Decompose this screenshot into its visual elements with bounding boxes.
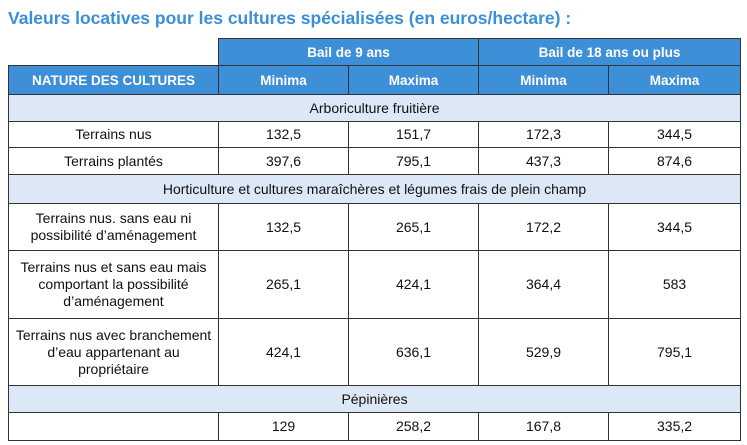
- first-column-header: NATURE DES CULTURES: [8, 65, 219, 95]
- section-name: Horticulture et cultures maraîchères et …: [7, 174, 742, 204]
- value-cell: 265,1: [347, 203, 480, 251]
- subcolumn-header: Minima: [478, 65, 610, 95]
- data-row: 129 258,2 167,8 335,2: [8, 412, 742, 441]
- value-cell: 344,5: [608, 203, 742, 251]
- value-cell: 636,1: [347, 318, 480, 386]
- value-cell: 437,3: [478, 147, 610, 175]
- group-header: Bail de 18 ans ou plus: [478, 38, 742, 66]
- value-cell: 795,1: [347, 147, 480, 175]
- value-cell: 172,2: [478, 203, 610, 251]
- value-cell: 874,6: [608, 147, 742, 175]
- value-cell: 335,2: [608, 412, 742, 441]
- row-label: Terrains nus. sans eau ni possibilité d’…: [8, 203, 219, 251]
- data-row: Terrains nus avec branchement d’eau appa…: [8, 318, 742, 386]
- value-cell: 151,7: [347, 121, 480, 148]
- section-row: Pépinières: [7, 385, 742, 413]
- value-cell: 258,2: [347, 412, 480, 441]
- data-row: Terrains nus. sans eau ni possibilité d’…: [8, 203, 742, 251]
- value-cell: 397,6: [218, 147, 349, 175]
- header-row: NATURE DES CULTURES Minima Maxima Minima Max…: [8, 65, 742, 95]
- section-row: Horticulture et cultures maraîchères et …: [7, 174, 742, 204]
- value-cell: 364,4: [478, 250, 610, 319]
- row-label: Terrains nus et sans eau mais comportant…: [8, 250, 219, 319]
- value-cell: 129: [218, 412, 349, 441]
- value-cell: 167,8: [478, 412, 610, 441]
- value-cell: 132,5: [218, 121, 349, 148]
- rent-table: Bail de 9 ans Bail de 18 ans ou plus NATUR…: [7, 38, 742, 441]
- data-row: Terrains nus 132,5 151,7 172,3 344,5: [8, 121, 742, 148]
- value-cell: 583: [608, 250, 742, 319]
- value-cell: 529,9: [478, 318, 610, 386]
- value-cell: 265,1: [218, 250, 349, 319]
- value-cell: 424,1: [218, 318, 349, 386]
- value-cell: 795,1: [608, 318, 742, 386]
- section-name: Arboriculture fruitière: [7, 94, 742, 122]
- header-row: Bail de 9 ans Bail de 18 ans ou plus: [8, 38, 742, 66]
- row-label: [8, 412, 219, 441]
- subcolumn-header: Minima: [218, 65, 349, 95]
- blank-cell: [8, 38, 219, 66]
- subcolumn-header: Maxima: [347, 65, 480, 95]
- section-name: Pépinières: [7, 385, 742, 413]
- row-label: Terrains plantés: [8, 147, 219, 175]
- section-row: Arboriculture fruitière: [7, 94, 742, 122]
- data-row: Terrains plantés 397,6 795,1 437,3 874,6: [8, 147, 742, 175]
- value-cell: 424,1: [347, 250, 480, 319]
- row-label: Terrains nus: [8, 121, 219, 148]
- group-header: Bail de 9 ans: [217, 38, 480, 66]
- value-cell: 132,5: [218, 203, 349, 251]
- subcolumn-header: Maxima: [608, 65, 742, 95]
- table-body: Bail de 9 ans Bail de 18 ans ou plus NATUR…: [7, 38, 742, 441]
- title: Valeurs locatives pour les cultures spéc…: [8, 8, 572, 28]
- data-row: Terrains nus et sans eau mais comportant…: [8, 250, 742, 319]
- row-label: Terrains nus avec branchement d’eau appa…: [8, 318, 219, 386]
- value-cell: 172,3: [478, 121, 610, 148]
- value-cell: 344,5: [608, 121, 742, 148]
